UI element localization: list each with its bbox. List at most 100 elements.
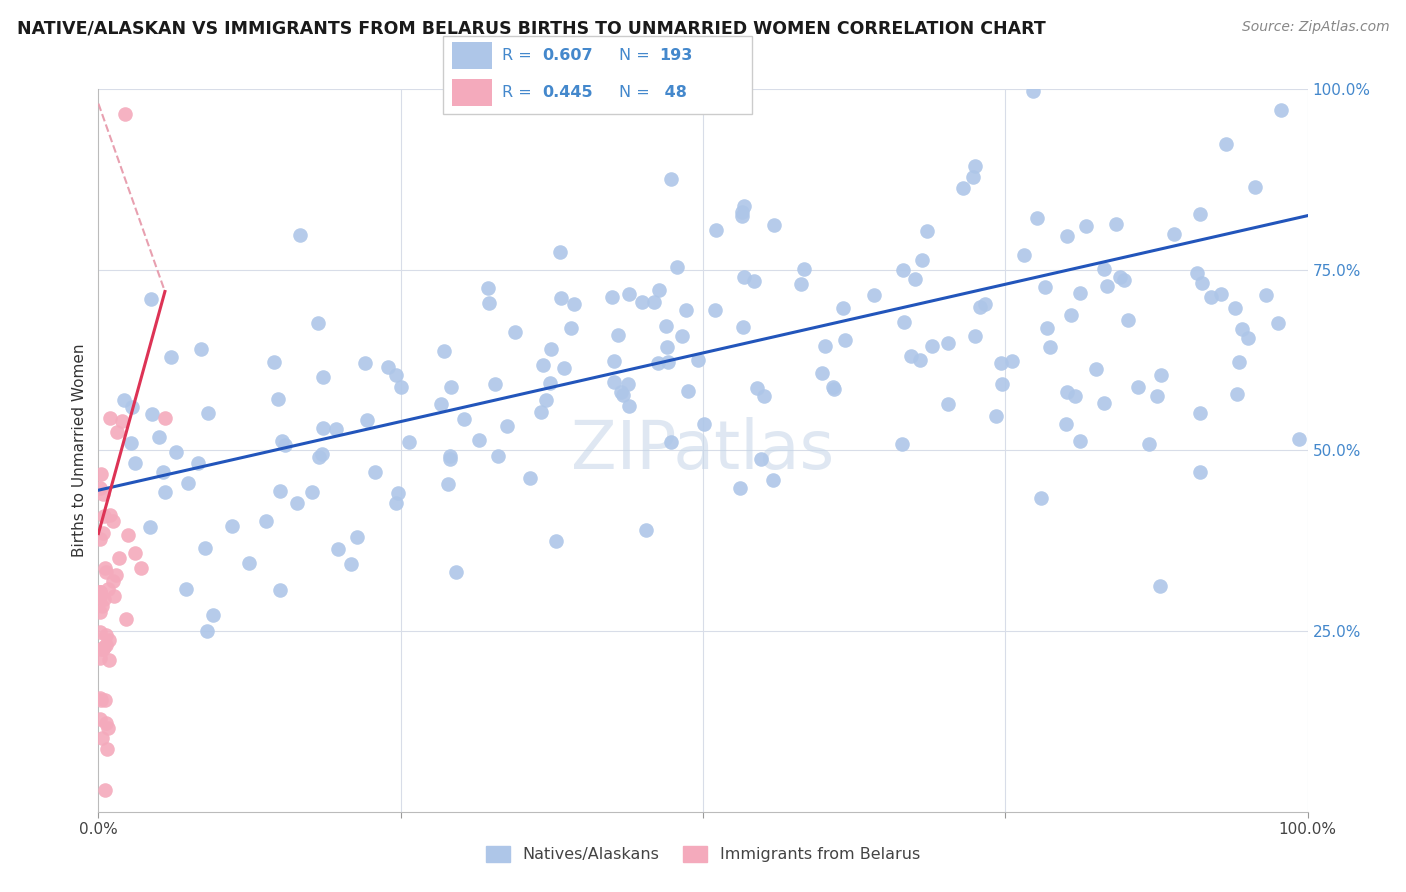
Point (121, 400, 143, 414)
Point (89, 690, 111, 705)
Point (1209, 287, 1232, 301)
Point (600, 290, 623, 304)
Point (148, 430, 170, 444)
Point (114, 611, 136, 625)
Point (94, 783, 117, 797)
Point (96, 741, 118, 756)
Point (648, 283, 671, 297)
Text: Source: ZipAtlas.com: Source: ZipAtlas.com (1241, 20, 1389, 34)
Point (1036, 321, 1059, 335)
Point (263, 355, 285, 369)
Point (1114, 273, 1136, 287)
Point (659, 435, 682, 450)
Point (104, 568, 127, 582)
Point (917, 224, 939, 238)
Point (731, 320, 754, 334)
Point (1056, 384, 1078, 399)
Point (288, 227, 311, 242)
Point (534, 392, 557, 407)
Point (387, 486, 409, 500)
Point (612, 388, 634, 402)
Point (1243, 180, 1265, 194)
Point (761, 473, 783, 487)
Point (190, 342, 212, 356)
Point (1163, 227, 1185, 242)
Point (346, 530, 368, 544)
Point (1116, 312, 1139, 326)
Point (1033, 280, 1056, 294)
Point (1060, 309, 1083, 323)
Point (429, 397, 451, 411)
Point (112, 393, 135, 408)
Point (91, 641, 114, 656)
Point (1199, 290, 1222, 304)
Point (312, 421, 335, 435)
Point (619, 400, 641, 414)
Point (790, 277, 813, 291)
Point (962, 169, 984, 184)
Point (339, 558, 361, 572)
Point (1108, 269, 1130, 284)
Point (1215, 136, 1237, 151)
Point (1137, 436, 1160, 450)
Point (364, 466, 387, 480)
Point (1001, 354, 1024, 368)
Point (671, 328, 693, 343)
Point (603, 375, 626, 389)
Text: NATIVE/ALASKAN VS IMMIGRANTS FROM BELARUS BIRTHS TO UNMARRIED WOMEN CORRELATION : NATIVE/ALASKAN VS IMMIGRANTS FROM BELARU… (17, 20, 1046, 37)
Point (1189, 207, 1212, 221)
Point (811, 366, 834, 380)
Point (271, 434, 294, 448)
Point (194, 541, 217, 556)
Point (990, 356, 1012, 370)
Point (1149, 578, 1171, 592)
Point (609, 384, 631, 399)
Point (754, 389, 776, 403)
Point (1188, 406, 1211, 420)
Point (1270, 103, 1292, 117)
Point (1126, 380, 1149, 394)
Point (436, 476, 458, 491)
Point (550, 244, 572, 259)
Point (326, 541, 349, 556)
Point (221, 519, 243, 533)
Point (990, 376, 1012, 391)
Point (159, 350, 181, 364)
Text: 193: 193 (659, 48, 693, 62)
Point (1022, 84, 1045, 98)
Point (969, 301, 991, 315)
Point (139, 519, 162, 533)
Point (105, 425, 128, 439)
Text: 0.445: 0.445 (541, 85, 592, 100)
Point (731, 209, 754, 223)
Point (101, 514, 124, 528)
Point (617, 286, 640, 301)
Point (467, 433, 489, 447)
Point (1191, 276, 1213, 290)
Point (665, 260, 688, 274)
Point (195, 624, 218, 639)
Legend: Natives/Alaskans, Immigrants from Belarus: Natives/Alaskans, Immigrants from Belaru… (479, 839, 927, 869)
Point (728, 481, 751, 495)
Point (439, 451, 461, 466)
Point (444, 566, 467, 580)
Point (267, 392, 290, 406)
Point (98, 508, 121, 523)
Point (1064, 389, 1087, 403)
Point (693, 417, 716, 431)
Point (1056, 228, 1078, 243)
Point (477, 280, 499, 294)
Point (97, 633, 120, 648)
Point (1188, 465, 1211, 479)
Point (453, 412, 475, 426)
Point (89, 584, 111, 599)
Text: N =: N = (619, 85, 655, 100)
Point (631, 295, 654, 310)
Point (103, 574, 125, 588)
Point (1069, 434, 1091, 448)
Point (1146, 389, 1168, 403)
Bar (453, 42, 492, 70)
Point (834, 333, 856, 347)
Point (433, 343, 456, 358)
Point (904, 272, 927, 286)
